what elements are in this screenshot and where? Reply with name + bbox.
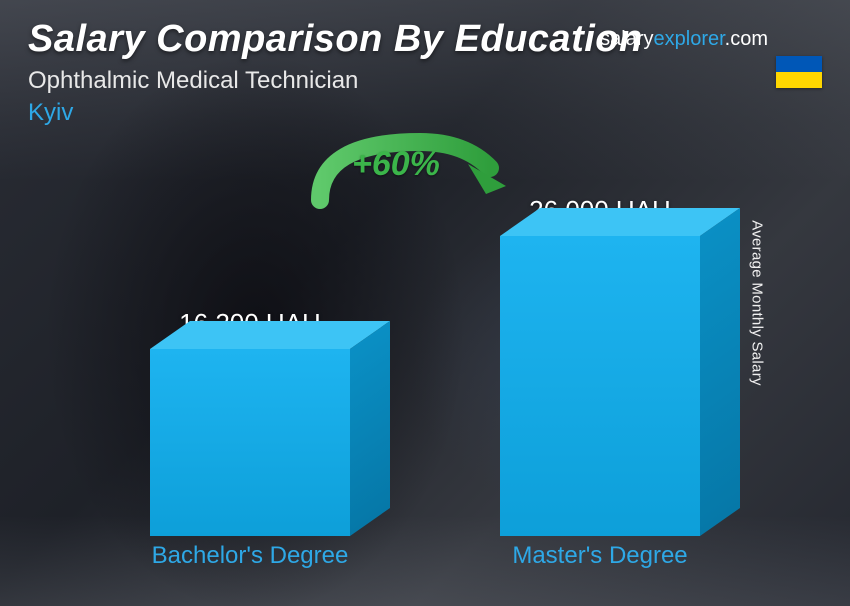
flag-top-stripe (776, 56, 822, 72)
flag-bottom-stripe (776, 72, 822, 88)
bar-front-face (500, 236, 700, 536)
brand-logo: salaryexplorer.com (600, 28, 768, 51)
bar-front-face (150, 349, 350, 536)
bar-group: 26,000 UAH (470, 195, 730, 536)
brand-suffix: .com (725, 28, 768, 50)
bar-category-label: Master's Degree (470, 542, 730, 570)
job-title: Ophthalmic Medical Technician (28, 67, 822, 95)
location: Kyiv (28, 99, 822, 127)
bar (150, 349, 350, 536)
percent-increase: +60% (352, 145, 440, 184)
brand-main: salary (600, 28, 653, 50)
bar-category-label: Bachelor's Degree (120, 542, 380, 570)
brand-accent: explorer (654, 28, 725, 50)
bar-side-face (700, 208, 740, 536)
bar-group: 16,200 UAH (120, 308, 380, 536)
bar (500, 236, 700, 536)
bar-side-face (350, 321, 390, 536)
country-flag-icon (776, 56, 822, 88)
